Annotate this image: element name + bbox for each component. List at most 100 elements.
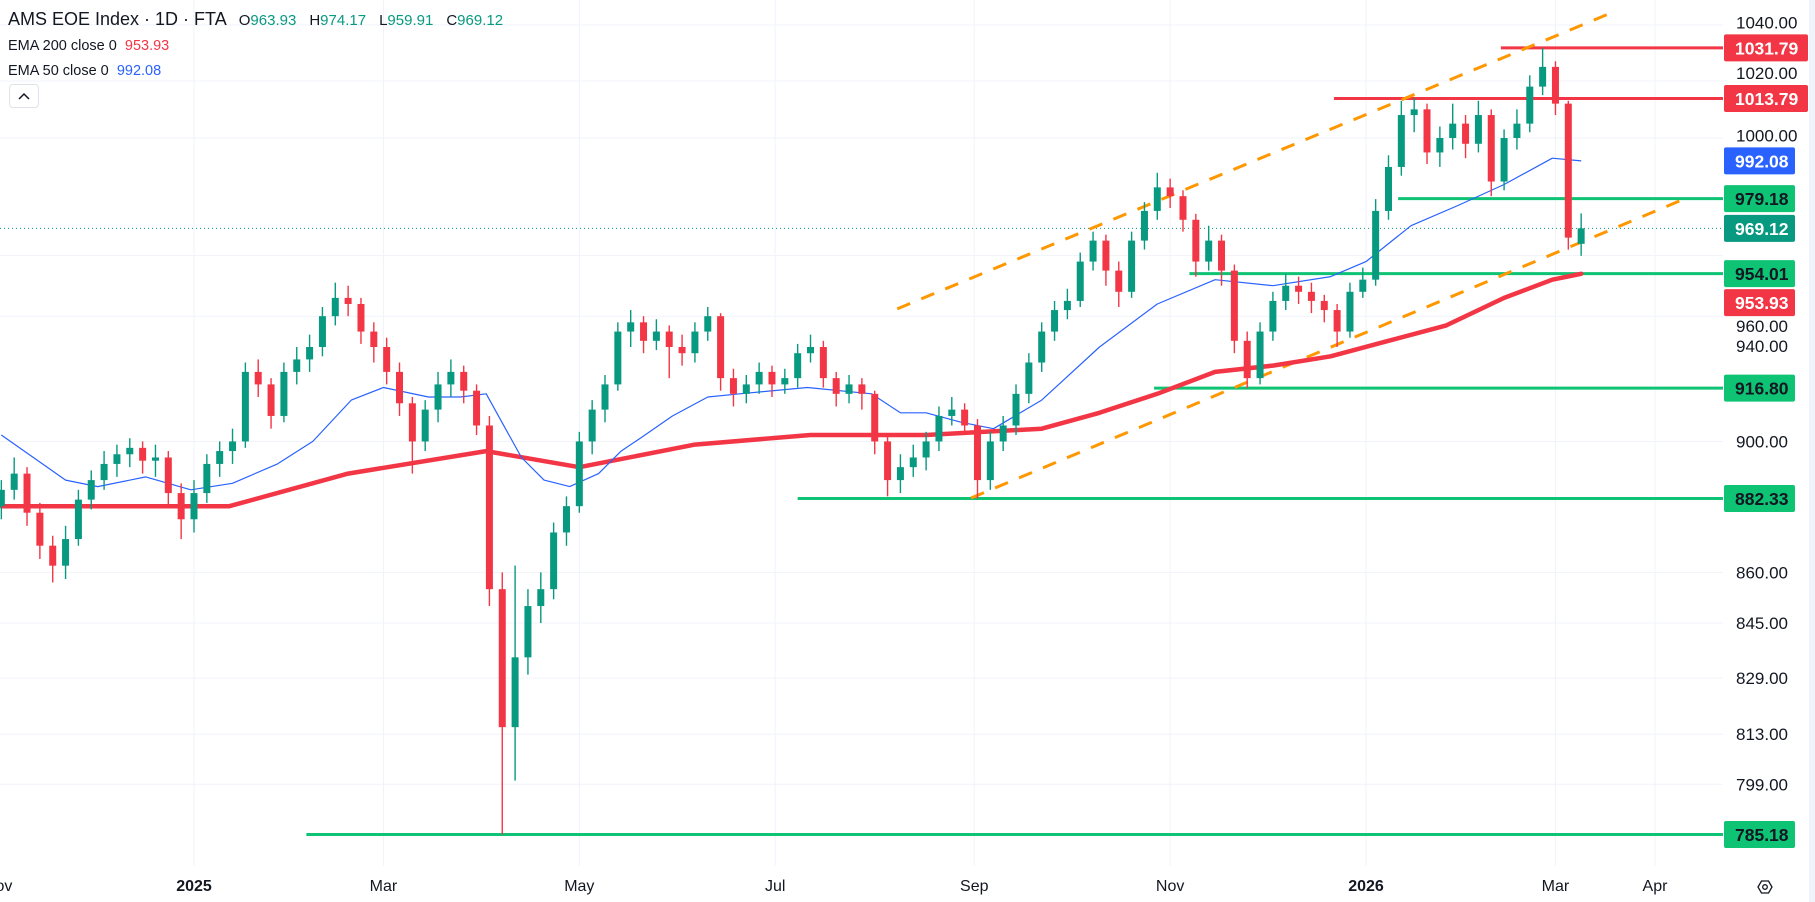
candle — [922, 431, 930, 471]
candle — [999, 415, 1007, 452]
price-tick-label: 813.00 — [1736, 725, 1788, 744]
candle — [1474, 100, 1482, 153]
candle-body — [1333, 310, 1341, 332]
candle — [614, 322, 622, 391]
price-axis-labels: 1031.79 1013.79 992.08 979.18 969.12 954.01 95… — [1724, 34, 1808, 849]
candle — [36, 502, 44, 560]
candle-body — [1153, 187, 1161, 211]
candle — [229, 428, 237, 464]
candle-body — [498, 589, 506, 728]
candle-body — [1539, 66, 1547, 87]
price-tick-label: 1040.00 — [1736, 13, 1797, 32]
chart-legend: AMS EOE Index · 1D · FTA O963.93 H974.17… — [8, 6, 503, 84]
candle-body — [139, 447, 147, 461]
candle — [794, 343, 802, 388]
candle-body — [627, 322, 635, 332]
candle-body — [1025, 362, 1033, 394]
candle — [973, 419, 981, 499]
candle — [896, 454, 904, 494]
candle-body — [909, 457, 917, 468]
candle — [627, 310, 635, 348]
candle-body — [511, 657, 519, 728]
time-axis[interactable] — [0, 866, 1723, 902]
candle-body — [177, 493, 185, 520]
candle — [1333, 303, 1341, 348]
level-price-label-text: 882.33 — [1735, 489, 1789, 509]
candle — [498, 572, 506, 835]
candle-body — [1243, 340, 1251, 379]
candle — [1539, 47, 1547, 96]
candle-body — [678, 347, 686, 354]
candle-body — [575, 441, 583, 507]
candle — [511, 565, 519, 781]
candle-body — [858, 384, 866, 394]
ohlc-open-value: 963.93 — [250, 12, 297, 29]
candle — [113, 444, 121, 477]
candle-body — [652, 331, 660, 341]
candle-body — [1140, 210, 1148, 241]
candle-body — [241, 371, 249, 442]
candle — [241, 362, 249, 448]
candle-body — [447, 371, 455, 385]
candle-body — [781, 378, 789, 385]
candle-body — [1423, 109, 1431, 153]
price-tick-label: 860.00 — [1736, 563, 1788, 582]
candle-body — [948, 409, 956, 416]
candle-body — [396, 371, 404, 404]
candle — [306, 334, 314, 372]
ema200-value: 953.93 — [124, 38, 170, 54]
candle-body — [126, 447, 134, 455]
legend-ema200-row[interactable]: EMA 200 close 0 953.93 — [8, 34, 503, 59]
candle — [1218, 234, 1226, 286]
symbol-title[interactable]: AMS EOE Index · 1D · FTA — [8, 9, 226, 29]
time-tick-label: Mar — [370, 878, 398, 895]
legend-ema50-row[interactable]: EMA 50 close 0 992.08 — [8, 59, 503, 84]
candle — [1269, 291, 1277, 341]
candle-body — [1487, 115, 1495, 182]
right-scrollbar[interactable] — [1809, 0, 1815, 902]
level-price-label-box — [1724, 821, 1795, 849]
ema200-price-label-text: 953.93 — [1735, 293, 1789, 313]
candle — [396, 362, 404, 416]
candle — [640, 316, 648, 354]
candle-body — [1179, 196, 1187, 220]
time-tick-label: 2025 — [176, 878, 212, 895]
candle-body — [884, 441, 892, 481]
candle-body — [473, 390, 481, 426]
collapse-legend-button[interactable] — [9, 84, 39, 108]
candle — [1359, 267, 1367, 298]
candle-body — [331, 297, 339, 317]
candle-body — [1115, 270, 1123, 292]
candle-body — [1500, 138, 1508, 182]
candle — [408, 396, 416, 474]
candle-body — [704, 316, 712, 332]
candle — [819, 340, 827, 388]
candle — [1192, 213, 1200, 277]
candle — [1166, 178, 1174, 208]
level-price-label-text: 785.18 — [1735, 825, 1789, 845]
candle-body — [896, 467, 904, 481]
candle-body — [1076, 261, 1084, 301]
candle — [729, 368, 737, 407]
candle — [1410, 97, 1418, 133]
candle-body — [1051, 310, 1059, 332]
candle-body — [485, 425, 493, 590]
settings-button[interactable] — [1757, 880, 1773, 894]
candle — [781, 368, 789, 394]
candle-body — [1513, 123, 1521, 138]
candle — [74, 489, 82, 546]
candle — [1577, 213, 1585, 256]
candle-body — [601, 384, 609, 410]
level-price-label-box — [1724, 485, 1795, 513]
candle-body — [1205, 240, 1213, 262]
candle — [717, 313, 725, 391]
level-price-label-box — [1724, 34, 1808, 62]
candle-body — [280, 371, 288, 416]
time-tick-label: Apr — [1643, 878, 1669, 895]
candle — [331, 282, 339, 326]
candle — [562, 496, 570, 546]
ema200-line — [0, 271, 1584, 509]
candle — [1179, 190, 1187, 232]
